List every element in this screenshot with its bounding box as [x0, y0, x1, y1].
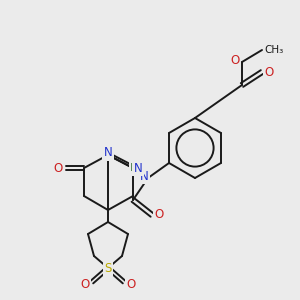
Text: H: H: [130, 163, 138, 173]
Text: O: O: [53, 161, 63, 175]
Text: O: O: [126, 278, 136, 290]
Text: O: O: [264, 65, 274, 79]
Text: O: O: [230, 53, 240, 67]
Text: CH₃: CH₃: [264, 45, 284, 55]
Text: N: N: [140, 169, 148, 182]
Text: S: S: [104, 262, 112, 275]
Text: N: N: [103, 146, 112, 160]
Text: N: N: [134, 161, 142, 175]
Text: O: O: [154, 208, 164, 221]
Text: O: O: [80, 278, 90, 290]
